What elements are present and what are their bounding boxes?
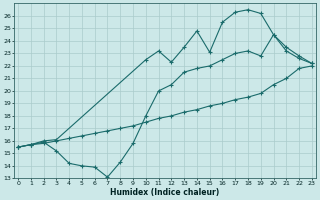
X-axis label: Humidex (Indice chaleur): Humidex (Indice chaleur)	[110, 188, 220, 197]
